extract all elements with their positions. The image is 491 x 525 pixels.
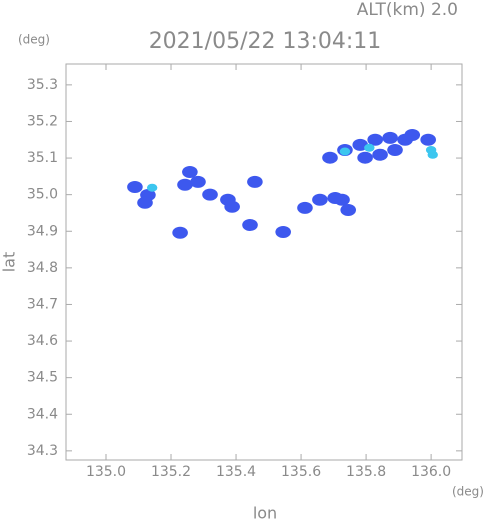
radar-echo	[334, 193, 350, 206]
radar-echo	[364, 143, 375, 152]
radar-echo	[177, 178, 193, 191]
y-tick-label: 35.2	[27, 113, 58, 129]
x-tick-label: 135.0	[86, 464, 126, 480]
radar-echo	[367, 133, 383, 146]
radar-echo	[387, 144, 403, 157]
radar-echo	[275, 225, 291, 238]
y-tick-label: 34.7	[27, 296, 58, 312]
radar-echo	[190, 175, 206, 188]
x-tick-label: 135.8	[346, 464, 386, 480]
y-tick-label: 34.5	[27, 370, 58, 386]
y-unit: (deg)	[18, 33, 50, 47]
x-tick-label: 135.6	[281, 464, 321, 480]
radar-echo	[357, 151, 373, 164]
radar-echo	[247, 175, 263, 188]
y-tick-label: 35.1	[27, 150, 58, 166]
x-axis-label: lon	[253, 504, 277, 522]
y-tick-label: 35.3	[27, 77, 58, 93]
radar-echo	[297, 201, 313, 214]
radar-echo	[339, 147, 351, 156]
radar-echo	[352, 138, 369, 151]
plot-frame	[65, 63, 463, 461]
chart-title: 2021/05/22 13:04:11	[149, 29, 382, 54]
radar-echo	[404, 129, 421, 142]
radar-echo	[224, 200, 240, 213]
y-tick-label: 34.6	[27, 333, 58, 349]
x-tick-label: 136.0	[411, 464, 451, 480]
radar-echo	[372, 148, 388, 161]
radar-echo	[137, 196, 153, 209]
radar-echo	[312, 193, 328, 206]
x-tick-label: 135.2	[151, 464, 191, 480]
y-tick-label: 34.8	[27, 260, 58, 276]
y-axis-label: lat	[0, 252, 19, 273]
radar-echo	[340, 204, 357, 217]
radar-echo	[146, 183, 158, 192]
y-tick-label: 34.3	[27, 443, 58, 459]
y-tick-label: 35.0	[27, 187, 58, 203]
radar-echo	[322, 151, 338, 164]
radar-echo	[242, 219, 258, 232]
altitude-label: ALT(km) 2.0	[357, 0, 458, 20]
radar-echo	[420, 133, 436, 146]
radar-echo	[382, 131, 398, 144]
x-tick-label: 135.4	[216, 464, 256, 480]
x-unit: (deg)	[452, 485, 484, 499]
y-tick-label: 34.9	[27, 223, 58, 239]
radar-echo	[182, 165, 198, 178]
radar-echo	[202, 188, 218, 201]
radar-echo	[127, 180, 143, 193]
radar-echo	[427, 150, 438, 159]
y-tick-label: 34.4	[27, 406, 58, 422]
radar-echo	[172, 226, 188, 239]
